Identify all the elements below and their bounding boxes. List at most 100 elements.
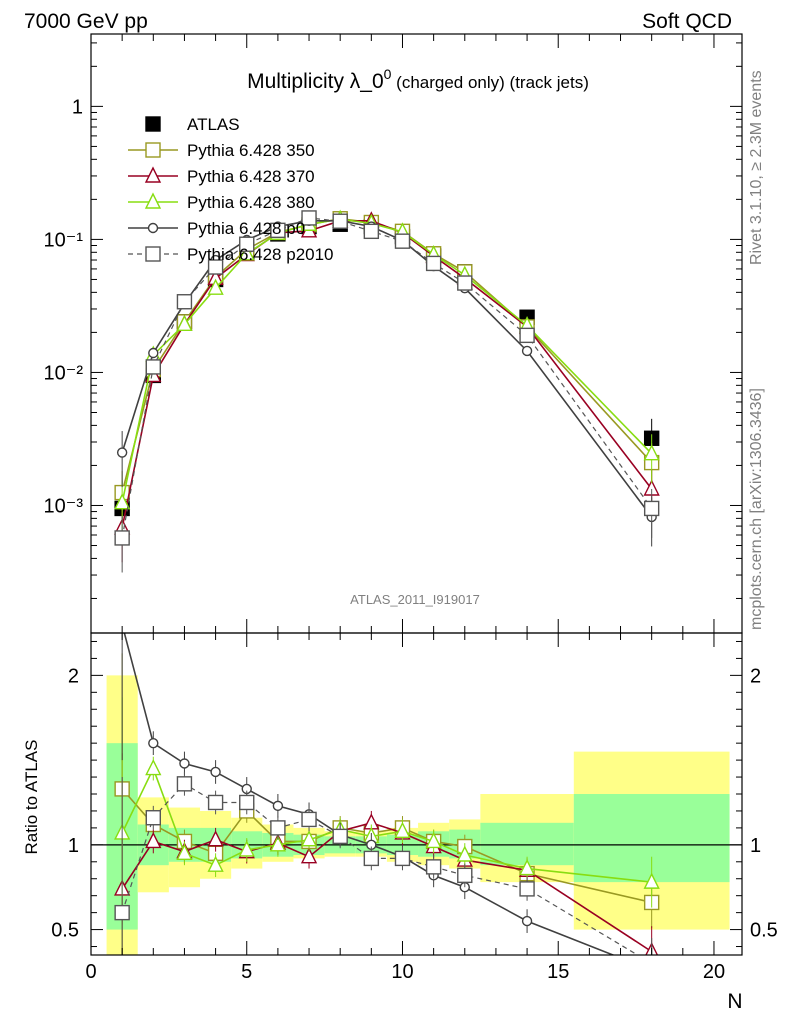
legend-item: ATLAS	[145, 115, 240, 134]
legend-item: Pythia 6.428 370	[128, 166, 315, 186]
ratio-y-tick-label-right: 1	[750, 835, 761, 857]
ratio-point	[457, 867, 473, 884]
data-point	[148, 347, 159, 359]
x-tick-label: 10	[391, 961, 413, 983]
data-point	[114, 493, 131, 510]
ratio-point	[207, 794, 224, 811]
series-0	[114, 216, 660, 543]
ratio-point	[647, 966, 656, 975]
series-line	[121, 220, 653, 518]
main-chart-title: Multiplicity λ_00 (charged only) (track …	[247, 66, 589, 93]
ratio-point	[272, 800, 284, 812]
series-5	[114, 210, 660, 573]
title-main: Multiplicity λ_0	[247, 70, 384, 93]
ratio-point	[269, 835, 287, 852]
ratio-y-tick-label: 2	[68, 665, 79, 687]
ratio-point	[210, 766, 221, 778]
legend-item: Pythia 6.428 350	[128, 141, 315, 160]
x-tick-label: 20	[703, 961, 725, 983]
ratio-point	[518, 859, 536, 876]
ratio-point	[270, 820, 286, 836]
ratio-series-4	[114, 771, 659, 970]
title-subtext: (charged only) (track jets)	[391, 73, 588, 92]
data-point	[114, 530, 130, 546]
ratio-point	[176, 843, 193, 861]
series-4	[116, 215, 657, 547]
ratio-line	[123, 633, 616, 955]
legend-marker	[145, 116, 161, 132]
data-point	[270, 222, 286, 239]
legend-label: Pythia 6.428 370	[187, 167, 315, 186]
ratio-point	[145, 831, 162, 849]
legend-item: Pythia 6.428 p0	[128, 219, 305, 238]
data-point	[643, 500, 660, 517]
x-tick-label: 5	[241, 961, 252, 983]
ratio-point	[425, 859, 442, 875]
data-point	[457, 275, 473, 291]
data-point	[643, 444, 660, 461]
legend-marker	[145, 246, 161, 262]
mcplots-label: mcplots.cern.ch [arXiv:1306.3436]	[748, 388, 765, 630]
ratio-point	[643, 872, 660, 889]
y-tick-label: 1	[72, 96, 83, 118]
ratio-point	[456, 845, 473, 862]
series-2	[114, 211, 660, 563]
main-series-layer	[114, 209, 660, 573]
legend-label: ATLAS	[187, 115, 240, 134]
data-point	[207, 259, 224, 275]
series-line	[121, 220, 653, 528]
data-point	[176, 314, 193, 332]
ratio-point	[519, 881, 535, 897]
y-tick-label: 10⁻³	[44, 495, 84, 517]
data-point	[238, 244, 255, 261]
legend-label: Pythia 6.428 380	[187, 193, 315, 212]
ratio-point	[425, 831, 442, 849]
ratio-band-layer	[91, 675, 742, 955]
ratio-series-layer	[114, 633, 660, 975]
legend-item: Pythia 6.428 p2010	[128, 245, 334, 264]
ratio-point	[301, 811, 317, 828]
category-label: Soft QCD	[642, 10, 732, 33]
ratio-point	[176, 776, 193, 792]
ratio-point	[332, 828, 348, 845]
legend-label: Pythia 6.428 p2010	[187, 245, 334, 264]
legend: ATLAS Pythia 6.428 350 Pythia 6.428 370 Pyt…	[128, 115, 334, 264]
ratio-point	[394, 821, 411, 838]
legend-label: Pythia 6.428 p0	[187, 219, 305, 238]
data-point	[301, 210, 317, 226]
ratio-y-tick-label-right: 2	[750, 665, 761, 687]
data-point	[176, 294, 193, 310]
y-tick-label: 10⁻¹	[44, 229, 84, 251]
ratio-point	[238, 840, 255, 857]
ratio-point	[645, 956, 659, 970]
title-superscript: 0	[384, 66, 392, 82]
ratio-point	[207, 855, 224, 872]
data-point	[332, 213, 348, 229]
ratio-point	[363, 850, 380, 867]
legend-label: Pythia 6.428 350	[187, 141, 315, 160]
ratio-y-axis-label: Ratio to ATLAS	[22, 740, 41, 855]
legend-item: Pythia 6.428 380	[128, 192, 315, 212]
ratio-point	[300, 830, 318, 847]
ratio-point	[179, 758, 190, 769]
legend-marker	[147, 222, 159, 234]
series-line	[121, 218, 653, 503]
ratio-point	[394, 850, 411, 867]
ratio-point	[300, 847, 318, 864]
data-point	[521, 345, 533, 357]
ratio-y-tick-label: 1	[68, 835, 79, 857]
y-tick-label: 10⁻²	[44, 362, 84, 384]
x-tick-label: 0	[85, 961, 96, 983]
ratio-point	[114, 904, 130, 921]
ratio-y-tick-label: 0.5	[51, 920, 79, 942]
ratio-point	[207, 830, 224, 847]
ratio-point	[239, 794, 255, 811]
x-axis-label: N	[727, 990, 742, 1013]
series-line	[121, 217, 653, 539]
ratio-y-tick-label-right: 0.5	[750, 920, 778, 942]
analysis-id-label: ATLAS_2011_I919017	[350, 592, 480, 607]
ratio-point	[148, 737, 159, 749]
data-point	[145, 359, 161, 375]
data-point	[239, 236, 255, 252]
